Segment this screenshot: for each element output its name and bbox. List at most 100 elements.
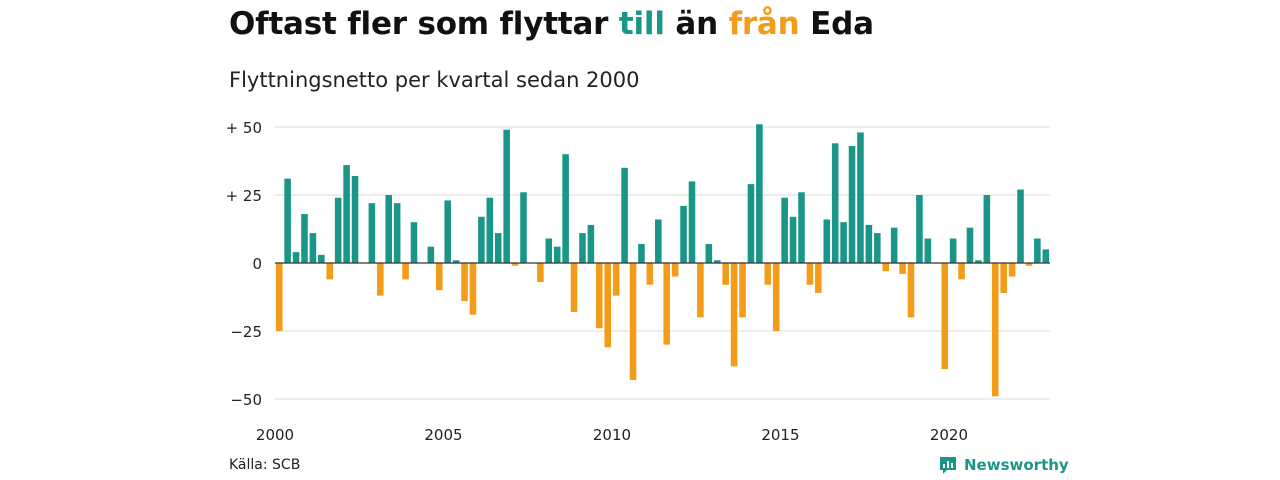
bar [385, 195, 393, 263]
bar [377, 263, 384, 296]
bar [1025, 263, 1033, 266]
bar [427, 246, 435, 263]
bar [949, 238, 957, 263]
bar [301, 214, 308, 263]
bar [275, 263, 283, 331]
bar [924, 238, 932, 263]
source-note: Källa: SCB [229, 457, 301, 473]
bar [671, 263, 679, 277]
bar [604, 263, 612, 348]
bar [511, 263, 519, 266]
bar [764, 263, 772, 285]
bar [621, 167, 628, 263]
bar [806, 263, 814, 285]
bar [469, 263, 477, 315]
bar [587, 224, 595, 263]
x-tick-label: 2020 [930, 426, 968, 444]
title-part-1: Oftast fler som flyttar [229, 6, 619, 42]
bar [461, 263, 468, 302]
bar [865, 224, 873, 263]
y-tick-label: + 50 [226, 119, 262, 137]
bar [941, 263, 948, 370]
newsworthy-logo-icon [940, 457, 956, 474]
title-word-till: till [618, 6, 665, 42]
title-part-3: Eda [799, 6, 874, 42]
bar [326, 263, 334, 280]
bar [545, 238, 553, 263]
brand-name: Newsworthy [964, 456, 1069, 474]
bar [646, 263, 654, 285]
bar [562, 154, 569, 263]
title-word-fran: från [728, 6, 800, 42]
x-tick-label: 2010 [593, 426, 631, 444]
x-tick-label: 2015 [761, 426, 799, 444]
bar [1042, 249, 1050, 263]
bar [958, 263, 965, 280]
bar [452, 260, 460, 263]
title-part-2: än [664, 6, 729, 42]
bar [292, 252, 300, 263]
bar [739, 263, 746, 318]
bar [713, 260, 721, 263]
bar [848, 146, 856, 263]
y-tick-label: 0 [252, 255, 262, 273]
bar [1034, 238, 1041, 263]
bar [334, 197, 342, 263]
bar [747, 184, 755, 263]
bar [722, 263, 729, 285]
bar [680, 205, 687, 263]
y-tick-label: + 25 [226, 187, 262, 205]
x-tick-label: 2005 [424, 426, 462, 444]
bar [351, 175, 359, 263]
chart-title: Oftast fler som flyttar till än från Eda [229, 6, 874, 42]
bar [697, 263, 704, 318]
bar [1017, 189, 1024, 263]
bar [705, 243, 713, 263]
bar [798, 192, 805, 263]
bar [899, 263, 906, 274]
bar [730, 263, 738, 367]
bar [815, 263, 822, 293]
bar [494, 233, 502, 263]
bar [553, 246, 561, 263]
bar [983, 195, 991, 263]
bar [537, 263, 544, 283]
bar [772, 263, 780, 331]
bar [579, 233, 586, 263]
bar [874, 233, 881, 263]
bar [393, 203, 401, 263]
bar [781, 197, 788, 263]
bar [309, 233, 317, 263]
y-tick-label: −25 [230, 323, 262, 341]
bar [638, 243, 645, 263]
bar [840, 222, 847, 263]
chart-subtitle: Flyttningsnetto per kvartal sedan 2000 [229, 68, 640, 92]
bar [655, 219, 662, 263]
bar [478, 216, 485, 263]
brand-logo: Newsworthy [938, 455, 1069, 475]
bar [857, 132, 864, 263]
bar [991, 263, 999, 397]
bar [402, 263, 409, 280]
bar [410, 222, 418, 263]
bar [486, 197, 494, 263]
bar [343, 165, 350, 263]
bar [503, 129, 510, 263]
bar [966, 227, 974, 263]
bar [890, 227, 898, 263]
bar [916, 195, 923, 263]
bar [629, 263, 637, 380]
bar [663, 263, 670, 345]
bar [520, 192, 527, 263]
bar [756, 124, 763, 263]
bar [831, 143, 839, 263]
bar [882, 263, 890, 272]
bar [688, 181, 696, 263]
bar [284, 178, 291, 263]
bar [435, 263, 443, 291]
bar [789, 216, 797, 263]
bar [823, 219, 831, 263]
bar [612, 263, 620, 296]
bar [596, 263, 603, 329]
